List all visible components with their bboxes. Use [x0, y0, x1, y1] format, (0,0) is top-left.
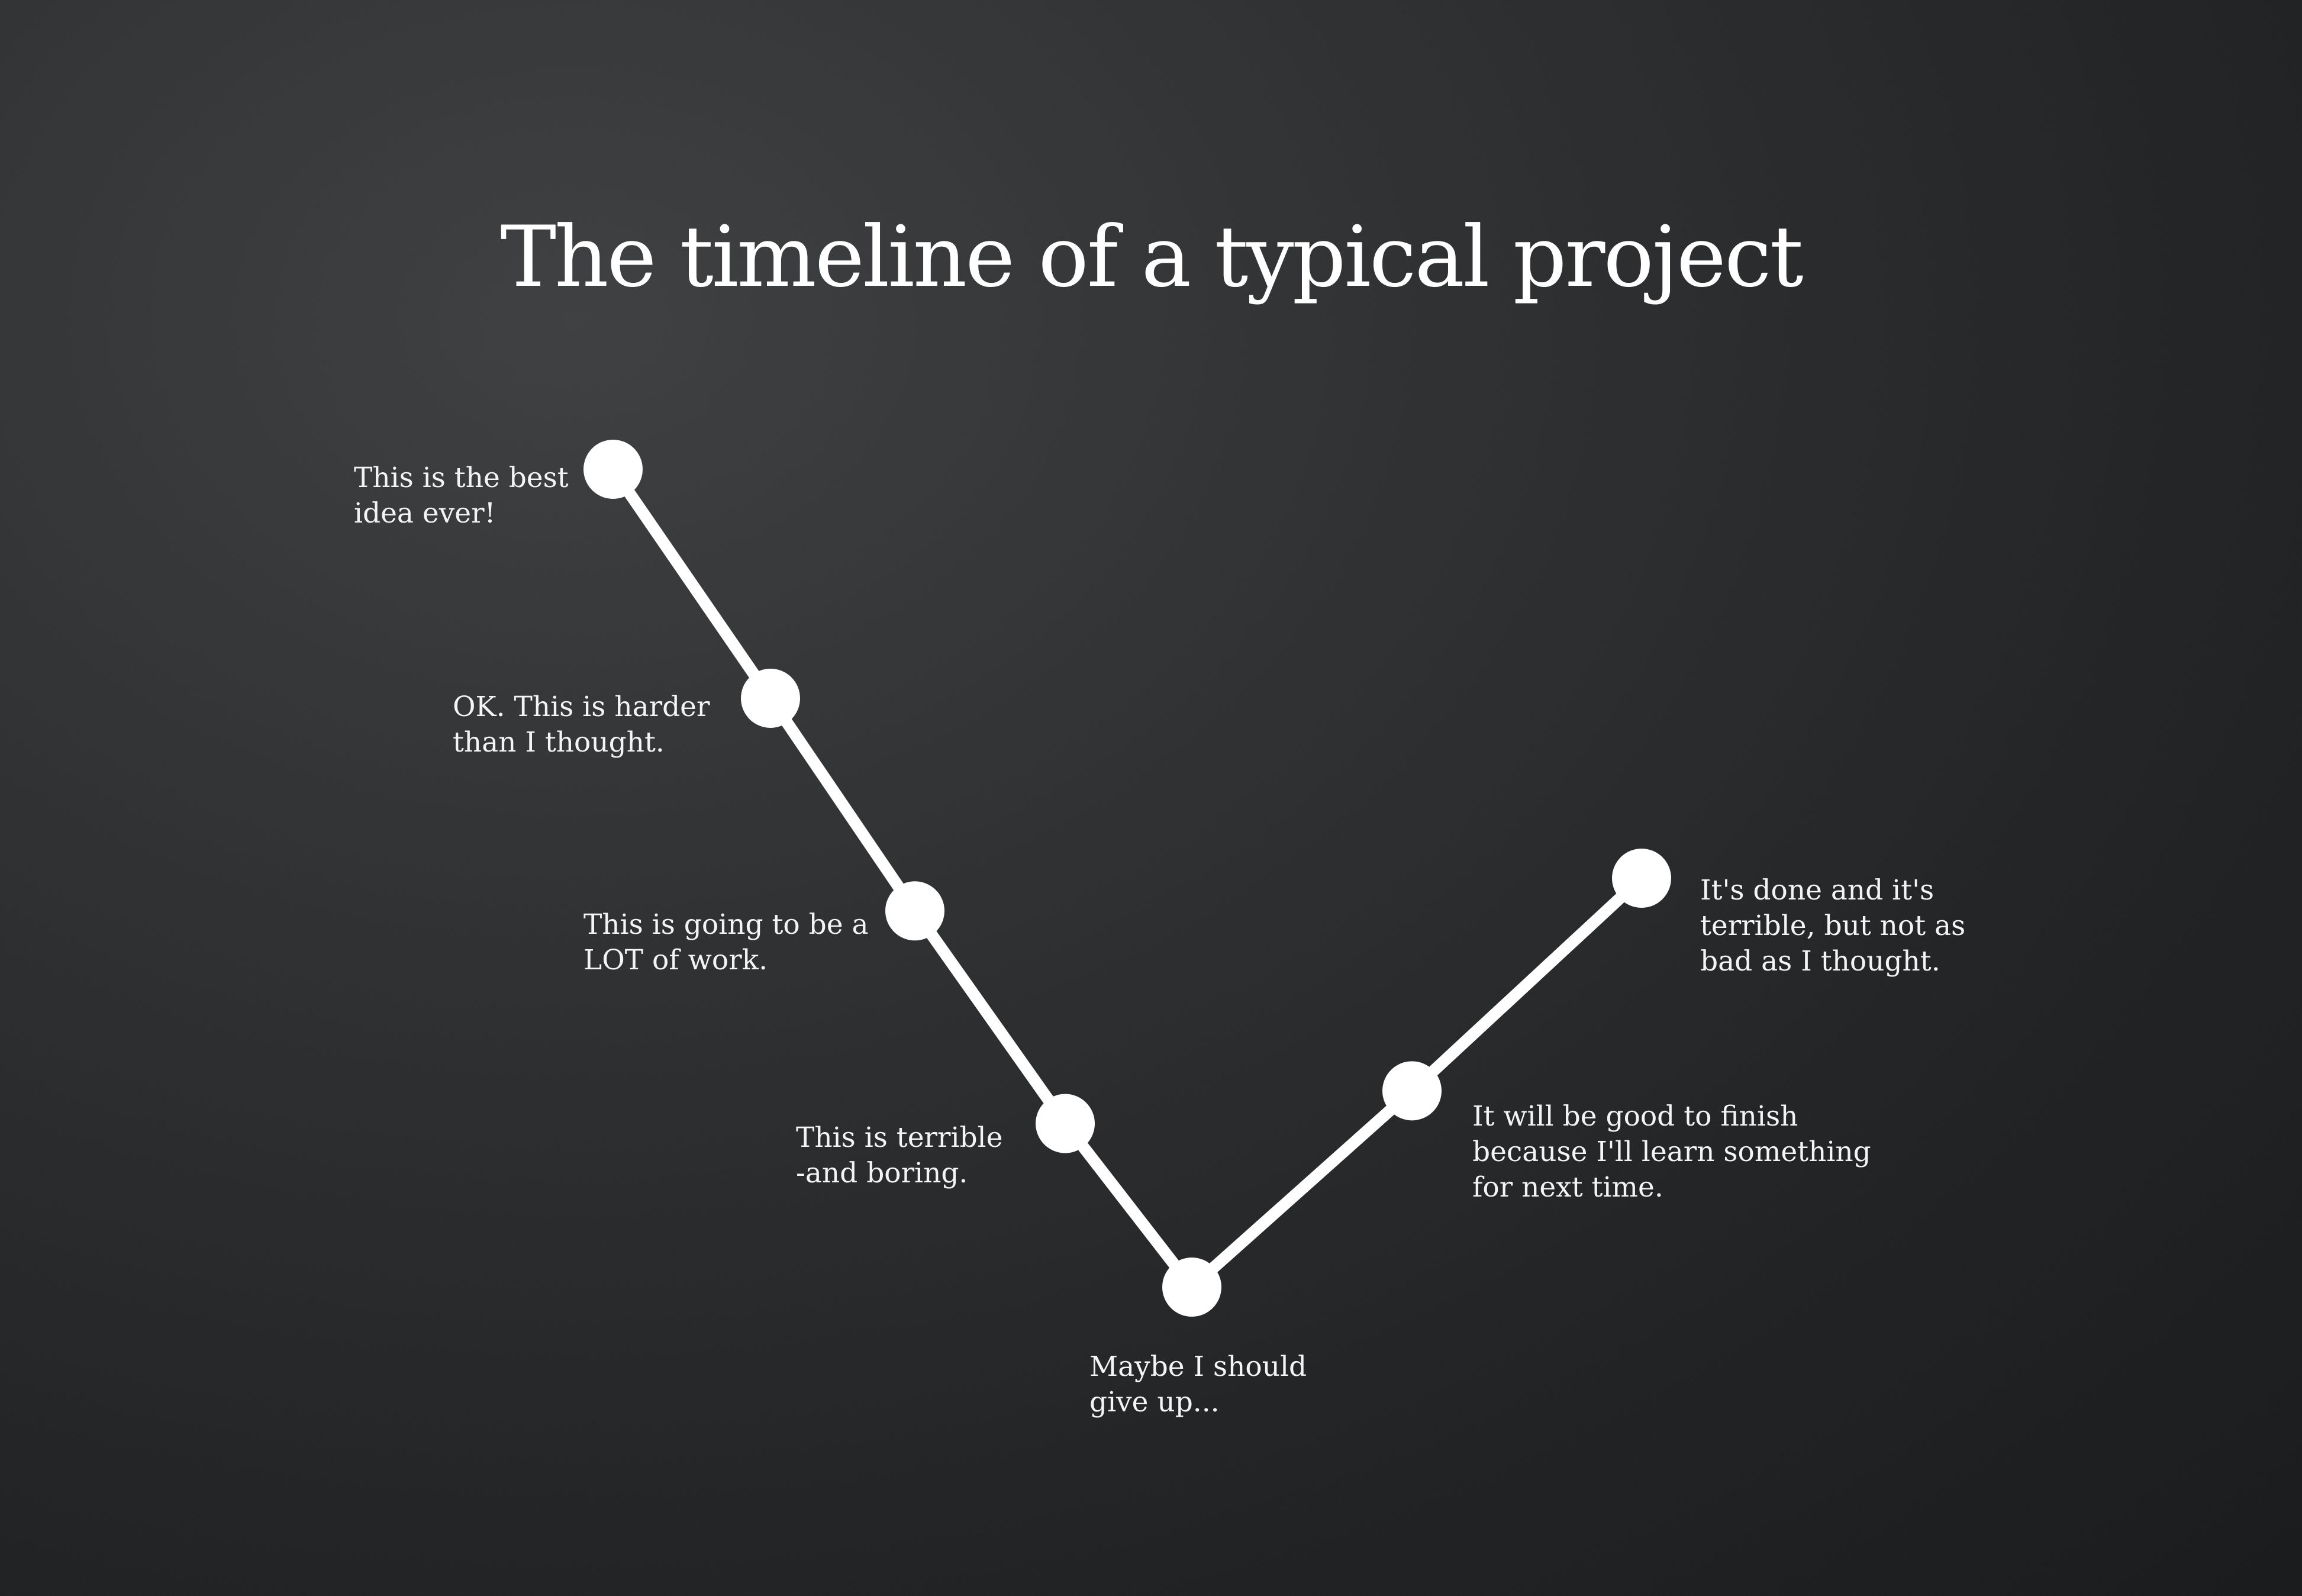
milestone-node-2: [741, 668, 800, 728]
milestone-label-line: -and boring.: [796, 1157, 968, 1189]
milestone-label-4: This is terrible -and boring.: [796, 1120, 1002, 1191]
milestone-label-2: OK. This is harder than I thought.: [453, 689, 710, 760]
milestone-label-7: It's done and it's terrible, but not as ba…: [1700, 873, 1965, 979]
milestone-label-line: terrible, but not as: [1700, 910, 1966, 942]
milestone-node-1: [583, 440, 643, 499]
milestone-node-7: [1612, 849, 1671, 908]
milestone-label-line: This is terrible: [796, 1121, 1003, 1154]
milestone-label-line: It will be good to finish: [1472, 1100, 1798, 1133]
milestone-label-line: for next time.: [1472, 1171, 1663, 1204]
page-title: The timeline of a typical project: [500, 208, 1803, 306]
milestone-node-4: [1036, 1094, 1095, 1153]
milestone-label-line: because I'll learn something: [1472, 1136, 1871, 1168]
milestone-label-line: give up...: [1089, 1386, 1220, 1418]
milestone-label-line: LOT of work.: [583, 944, 768, 976]
milestone-label-line: This is going to be a: [583, 908, 869, 941]
milestone-label-line: OK. This is harder: [453, 691, 710, 723]
milestone-label-line: This is the best: [354, 462, 569, 494]
milestone-label-5: Maybe I should give up...: [1089, 1349, 1307, 1420]
milestone-label-line: than I thought.: [453, 726, 665, 759]
milestone-label-3: This is going to be a LOT of work.: [583, 907, 869, 978]
milestone-label-1: This is the best idea ever!: [354, 460, 569, 531]
milestone-node-6: [1382, 1061, 1442, 1121]
milestone-label-line: bad as I thought.: [1700, 945, 1940, 978]
milestone-label-line: idea ever!: [354, 497, 496, 530]
milestone-label-6: It will be good to finish because I'll le…: [1472, 1099, 1871, 1205]
milestone-node-3: [885, 881, 944, 941]
milestone-node-5: [1162, 1258, 1221, 1317]
milestone-label-line: It's done and it's: [1700, 874, 1935, 907]
milestone-label-line: Maybe I should: [1089, 1350, 1307, 1383]
